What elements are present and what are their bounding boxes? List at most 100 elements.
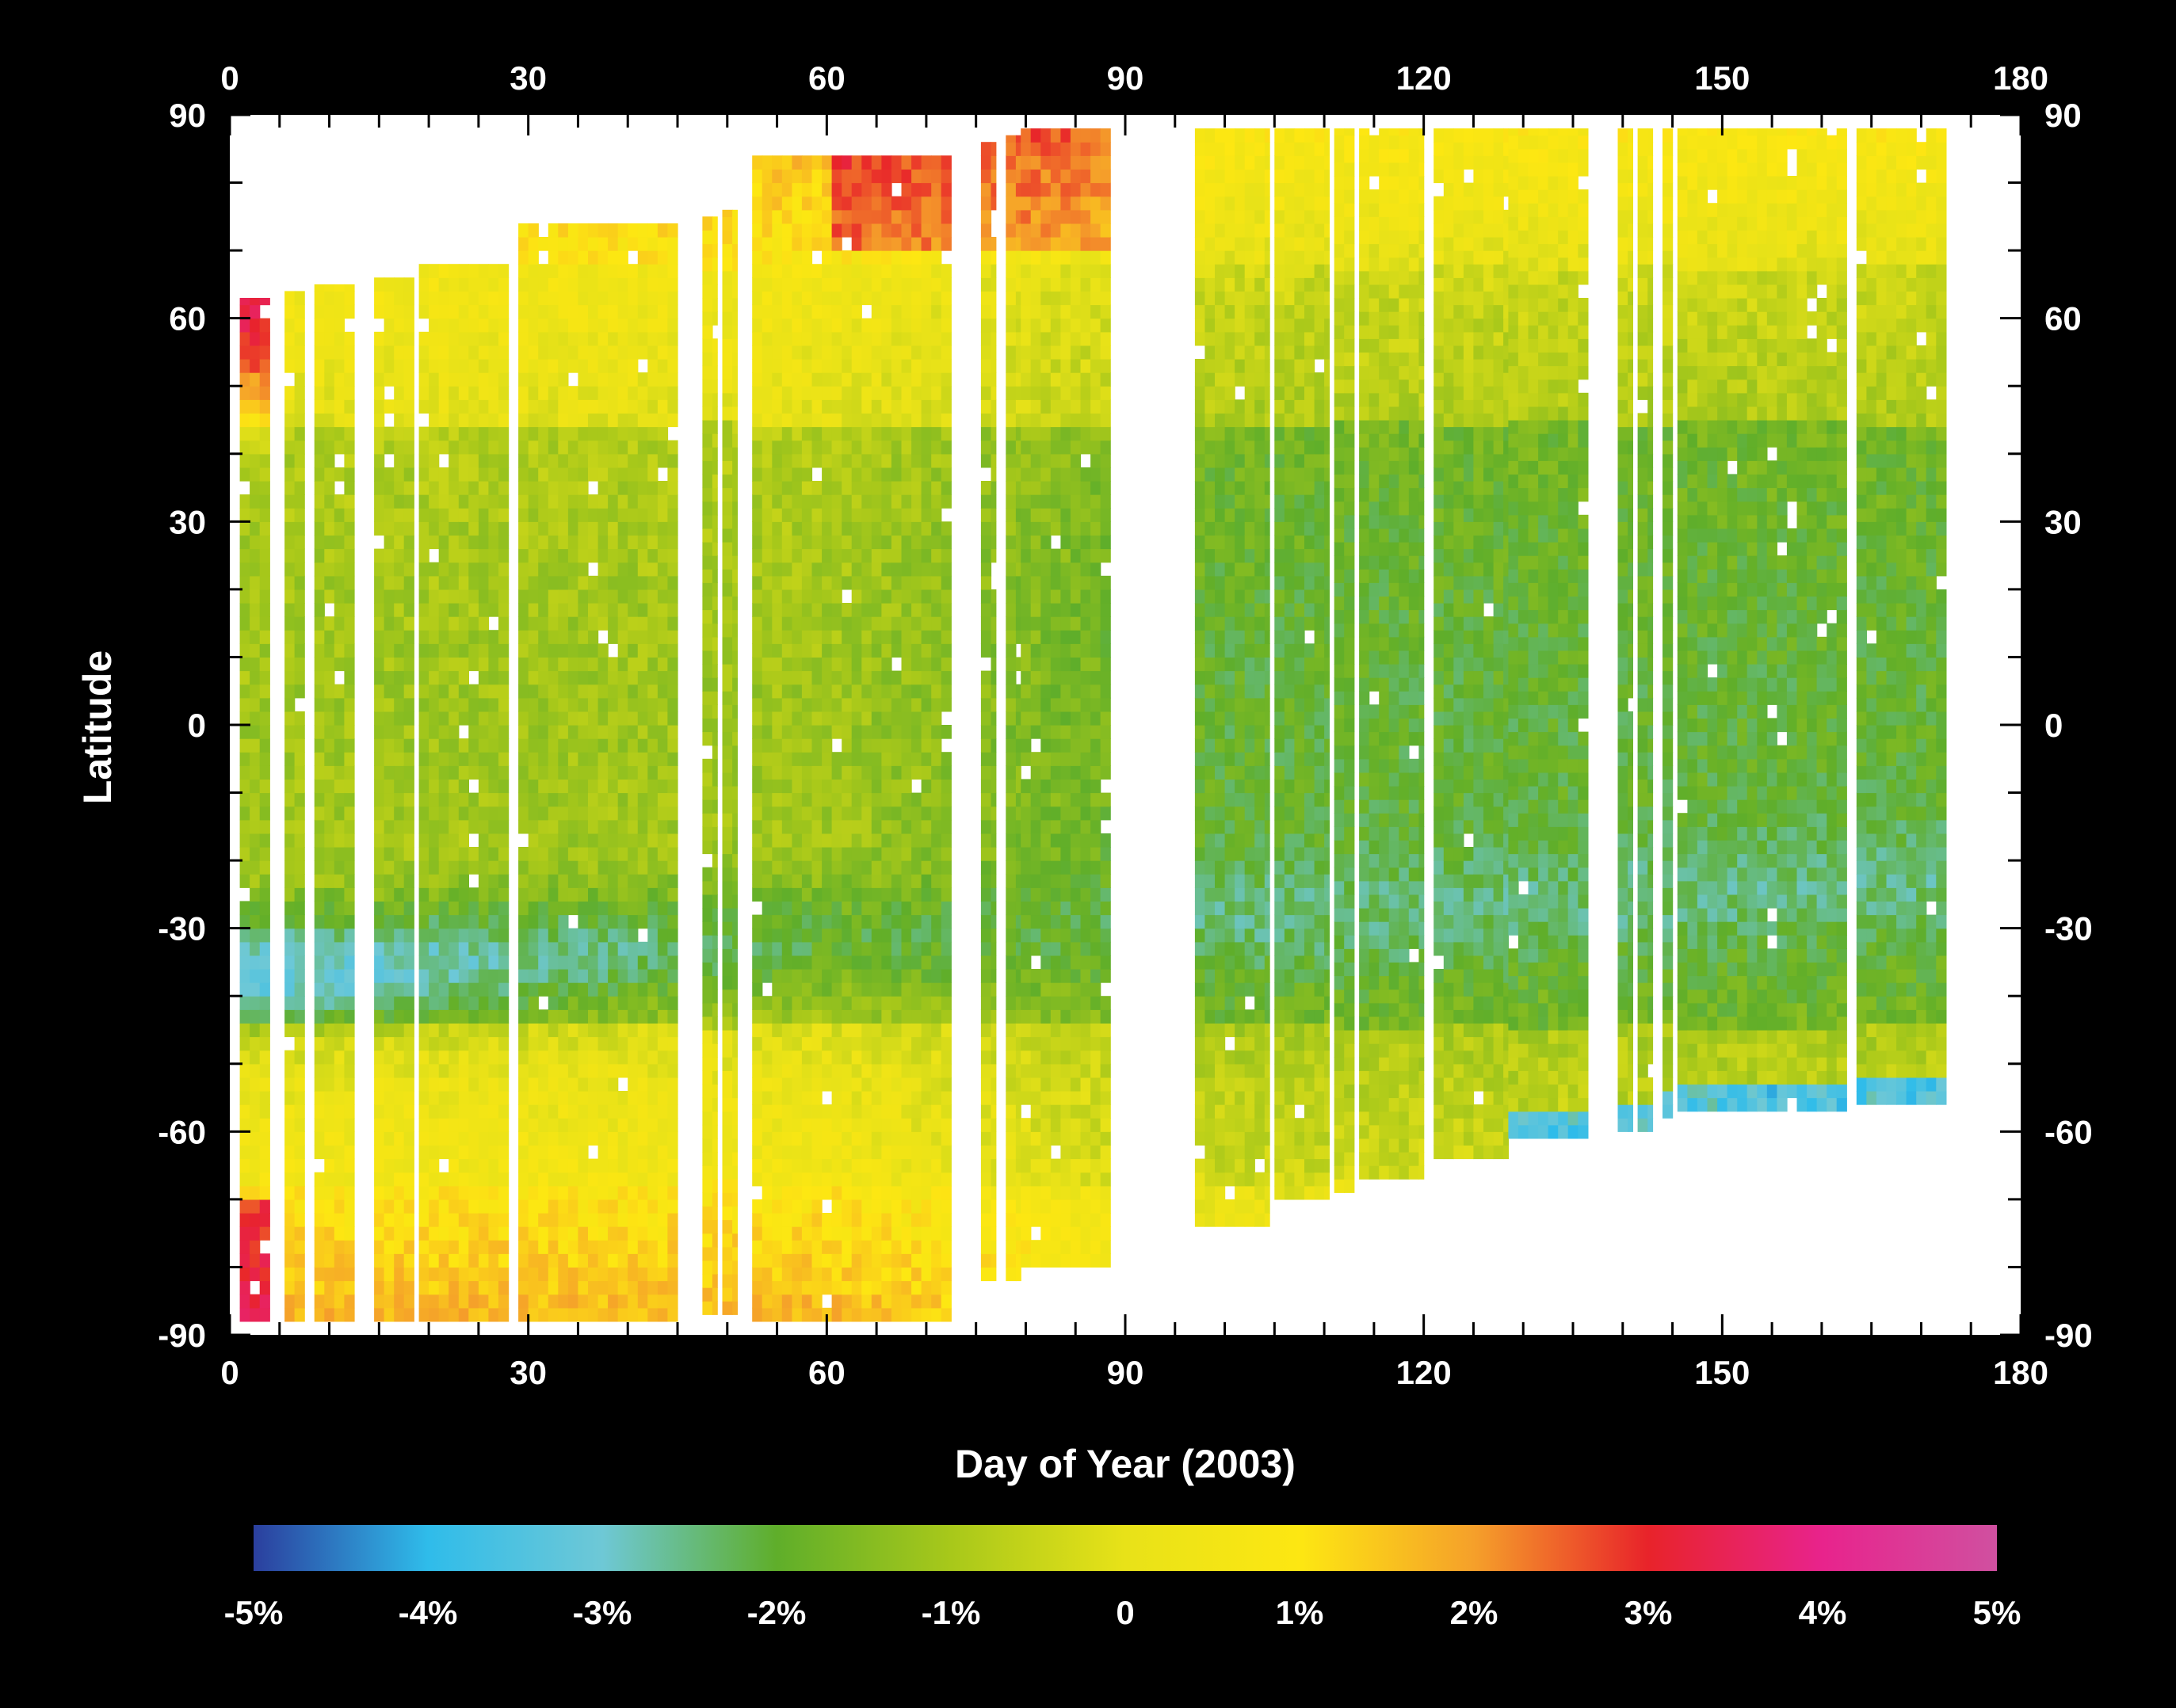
heatmap-cell <box>578 711 589 726</box>
heatmap-cell <box>588 765 599 780</box>
heatmap-cell <box>657 1213 669 1227</box>
heatmap-cell <box>488 304 499 319</box>
heatmap-cell <box>881 874 892 888</box>
heatmap-cell <box>314 1145 325 1160</box>
heatmap-cell <box>792 413 803 428</box>
heatmap-cell <box>891 874 903 888</box>
heatmap-cell <box>403 508 414 522</box>
heatmap-cell <box>941 1118 952 1132</box>
heatmap-cell <box>548 508 559 522</box>
heatmap-cell <box>578 941 589 956</box>
heatmap-cell <box>851 1172 862 1187</box>
heatmap-cell <box>384 765 395 780</box>
heatmap-cell <box>657 562 669 577</box>
heatmap-cell <box>911 331 922 346</box>
heatmap-cell <box>344 941 355 956</box>
heatmap-cell <box>344 453 355 468</box>
heatmap-cell <box>811 765 823 780</box>
heatmap-cell <box>429 955 440 970</box>
heatmap-cell <box>324 1280 335 1295</box>
heatmap-cell <box>468 697 479 712</box>
heatmap-cell <box>334 1131 345 1146</box>
heatmap-cell <box>394 345 405 360</box>
heatmap-cell <box>597 969 609 983</box>
heatmap-cell <box>851 481 862 495</box>
heatmap-cell <box>458 359 469 373</box>
heatmap-cell <box>429 779 440 794</box>
heatmap-cell <box>394 359 405 373</box>
heatmap-cell <box>792 657 803 672</box>
heatmap-cell <box>259 345 270 360</box>
heatmap-cell <box>811 806 823 821</box>
heatmap-cell <box>438 548 449 563</box>
heatmap-cell <box>831 209 842 224</box>
heatmap-cell <box>647 684 659 699</box>
heatmap-cell <box>548 1104 559 1119</box>
heatmap-cell <box>851 630 862 644</box>
heatmap-cell <box>831 196 842 211</box>
heatmap-cell <box>518 237 529 251</box>
heatmap-cell <box>702 1301 713 1315</box>
heatmap-cell <box>851 643 862 658</box>
heatmap-cell <box>831 616 842 631</box>
heatmap-cell <box>429 372 440 387</box>
heatmap-cell <box>781 1023 792 1038</box>
heatmap-cell <box>657 1185 669 1200</box>
heatmap-cell <box>488 1172 499 1187</box>
heatmap-cell <box>881 277 892 292</box>
heatmap-cell <box>458 548 469 563</box>
heatmap-cell <box>667 1091 678 1105</box>
heatmap-cell <box>628 1253 639 1268</box>
heatmap-cell <box>811 575 823 590</box>
heatmap-cell <box>911 318 922 333</box>
heatmap-cell <box>488 941 499 956</box>
heatmap-cell <box>518 928 529 943</box>
heatmap-cell <box>314 562 325 577</box>
heatmap-cell <box>811 1063 823 1078</box>
heatmap-cell <box>831 603 842 617</box>
heatmap-cell <box>772 521 783 536</box>
heatmap-cell <box>842 941 853 956</box>
heatmap-cell <box>831 304 842 319</box>
heatmap-cell <box>647 697 659 712</box>
heatmap-cell <box>239 982 250 997</box>
heatmap-cell <box>941 1063 952 1078</box>
heatmap-cell <box>608 426 619 441</box>
heatmap-cell <box>712 880 718 895</box>
heatmap-cell <box>911 453 922 468</box>
heatmap-cell <box>429 847 440 861</box>
heatmap-cell <box>597 264 609 278</box>
heatmap-cell <box>712 596 718 611</box>
heatmap-cell <box>488 603 499 617</box>
heatmap-cell <box>528 453 539 468</box>
heatmap-cell <box>752 1267 763 1282</box>
heatmap-cell <box>881 752 892 766</box>
heatmap-cell <box>548 684 559 699</box>
heatmap-cell <box>250 847 261 861</box>
heatmap-cell <box>801 1118 813 1132</box>
heatmap-cell <box>239 413 250 428</box>
heatmap-cell <box>781 765 792 780</box>
heatmap-cell <box>842 1185 853 1200</box>
heatmap-cell <box>702 338 713 353</box>
heatmap-cell <box>792 1240 803 1254</box>
heatmap-cell <box>498 1267 510 1282</box>
heatmap-cell <box>901 657 912 672</box>
heatmap-cell <box>712 311 718 326</box>
heatmap-cell <box>891 1023 903 1038</box>
heatmap-cell <box>762 1294 773 1309</box>
heatmap-cell <box>458 521 469 536</box>
heatmap-cell <box>628 453 639 468</box>
heatmap-cell <box>617 860 628 875</box>
heatmap-cell <box>548 399 559 414</box>
heatmap-cell <box>558 1307 569 1322</box>
heatmap-cell <box>842 155 853 170</box>
heatmap-cell <box>588 697 599 712</box>
heatmap-cell <box>637 969 648 983</box>
heatmap-cell <box>881 1240 892 1254</box>
heatmap-cell <box>429 426 440 441</box>
heatmap-cell <box>801 575 813 590</box>
heatmap-cell <box>772 1240 783 1254</box>
heatmap-cell <box>628 1158 639 1173</box>
heatmap-cell <box>588 548 599 563</box>
